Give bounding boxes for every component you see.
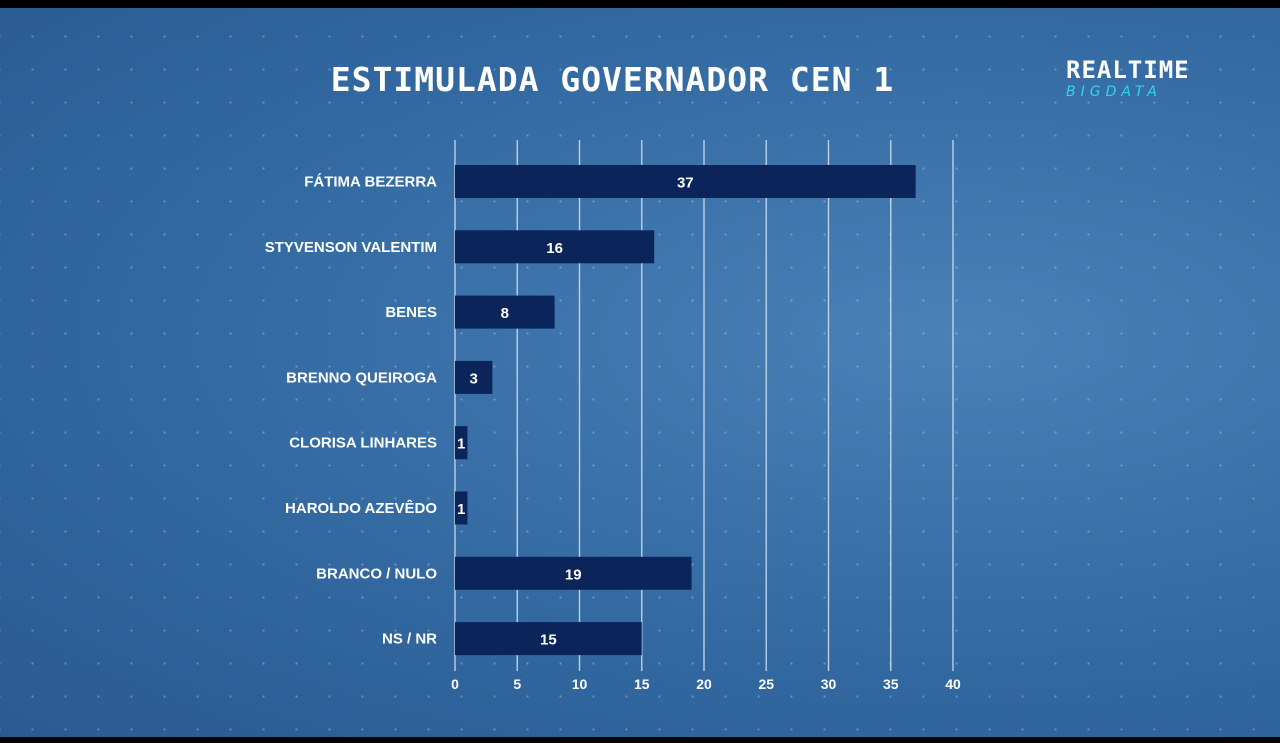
bar (455, 556, 692, 590)
x-tick-label: 5 (513, 676, 521, 692)
category-label: FÁTIMA BEZERRA (304, 174, 437, 191)
data-label: 37 (677, 175, 694, 192)
category-label: STYVENSON VALENTIM (265, 239, 437, 256)
logo-bottom-text: BIGDATA (1066, 84, 1162, 100)
data-label: 16 (546, 240, 563, 257)
dot-pattern (0, 8, 1280, 737)
bar (455, 230, 655, 264)
realtime-bigdata-logo: REALTIME BIGDATA (1066, 56, 1196, 100)
chart-title: ESTIMULADA GOVERNADOR CEN 1 (330, 60, 895, 99)
bar (455, 360, 493, 394)
logo-top-text: REALTIME (1066, 56, 1190, 84)
data-label: 8 (501, 305, 509, 322)
data-label: 1 (457, 436, 465, 453)
category-label: CLORISA LINHARES (289, 435, 437, 452)
category-label: BENES (385, 304, 437, 321)
category-label: NS / NR (382, 631, 437, 648)
x-tick-label: 10 (572, 676, 588, 692)
x-tick-label: 25 (758, 676, 774, 692)
data-label: 19 (565, 566, 582, 583)
bar (455, 165, 916, 198)
category-label: BRENNO QUEIROGA (286, 369, 437, 386)
x-tick-label: 0 (451, 676, 459, 692)
x-tick-label: 20 (696, 676, 712, 692)
bar (455, 491, 468, 525)
data-label: 3 (470, 370, 478, 387)
category-label: HAROLDO AZEVÊDO (285, 499, 437, 517)
x-tick-label: 30 (821, 676, 837, 692)
x-tick-label: 40 (945, 676, 961, 692)
chart-background: ESTIMULADA GOVERNADOR CEN 1 REALTIME BIG… (0, 8, 1280, 737)
data-label: 15 (540, 632, 557, 649)
bar-chart: 0 5 10 15 20 25 30 35 40 FÁTIMA BEZERRA 37 STYVENSO… (265, 140, 961, 692)
bar (455, 622, 642, 656)
data-label: 1 (457, 501, 465, 518)
x-tick-label: 35 (883, 676, 899, 692)
x-tick-label: 15 (634, 676, 650, 692)
category-label: BRANCO / NULO (316, 565, 437, 582)
bar (455, 295, 555, 329)
bar (455, 426, 468, 460)
